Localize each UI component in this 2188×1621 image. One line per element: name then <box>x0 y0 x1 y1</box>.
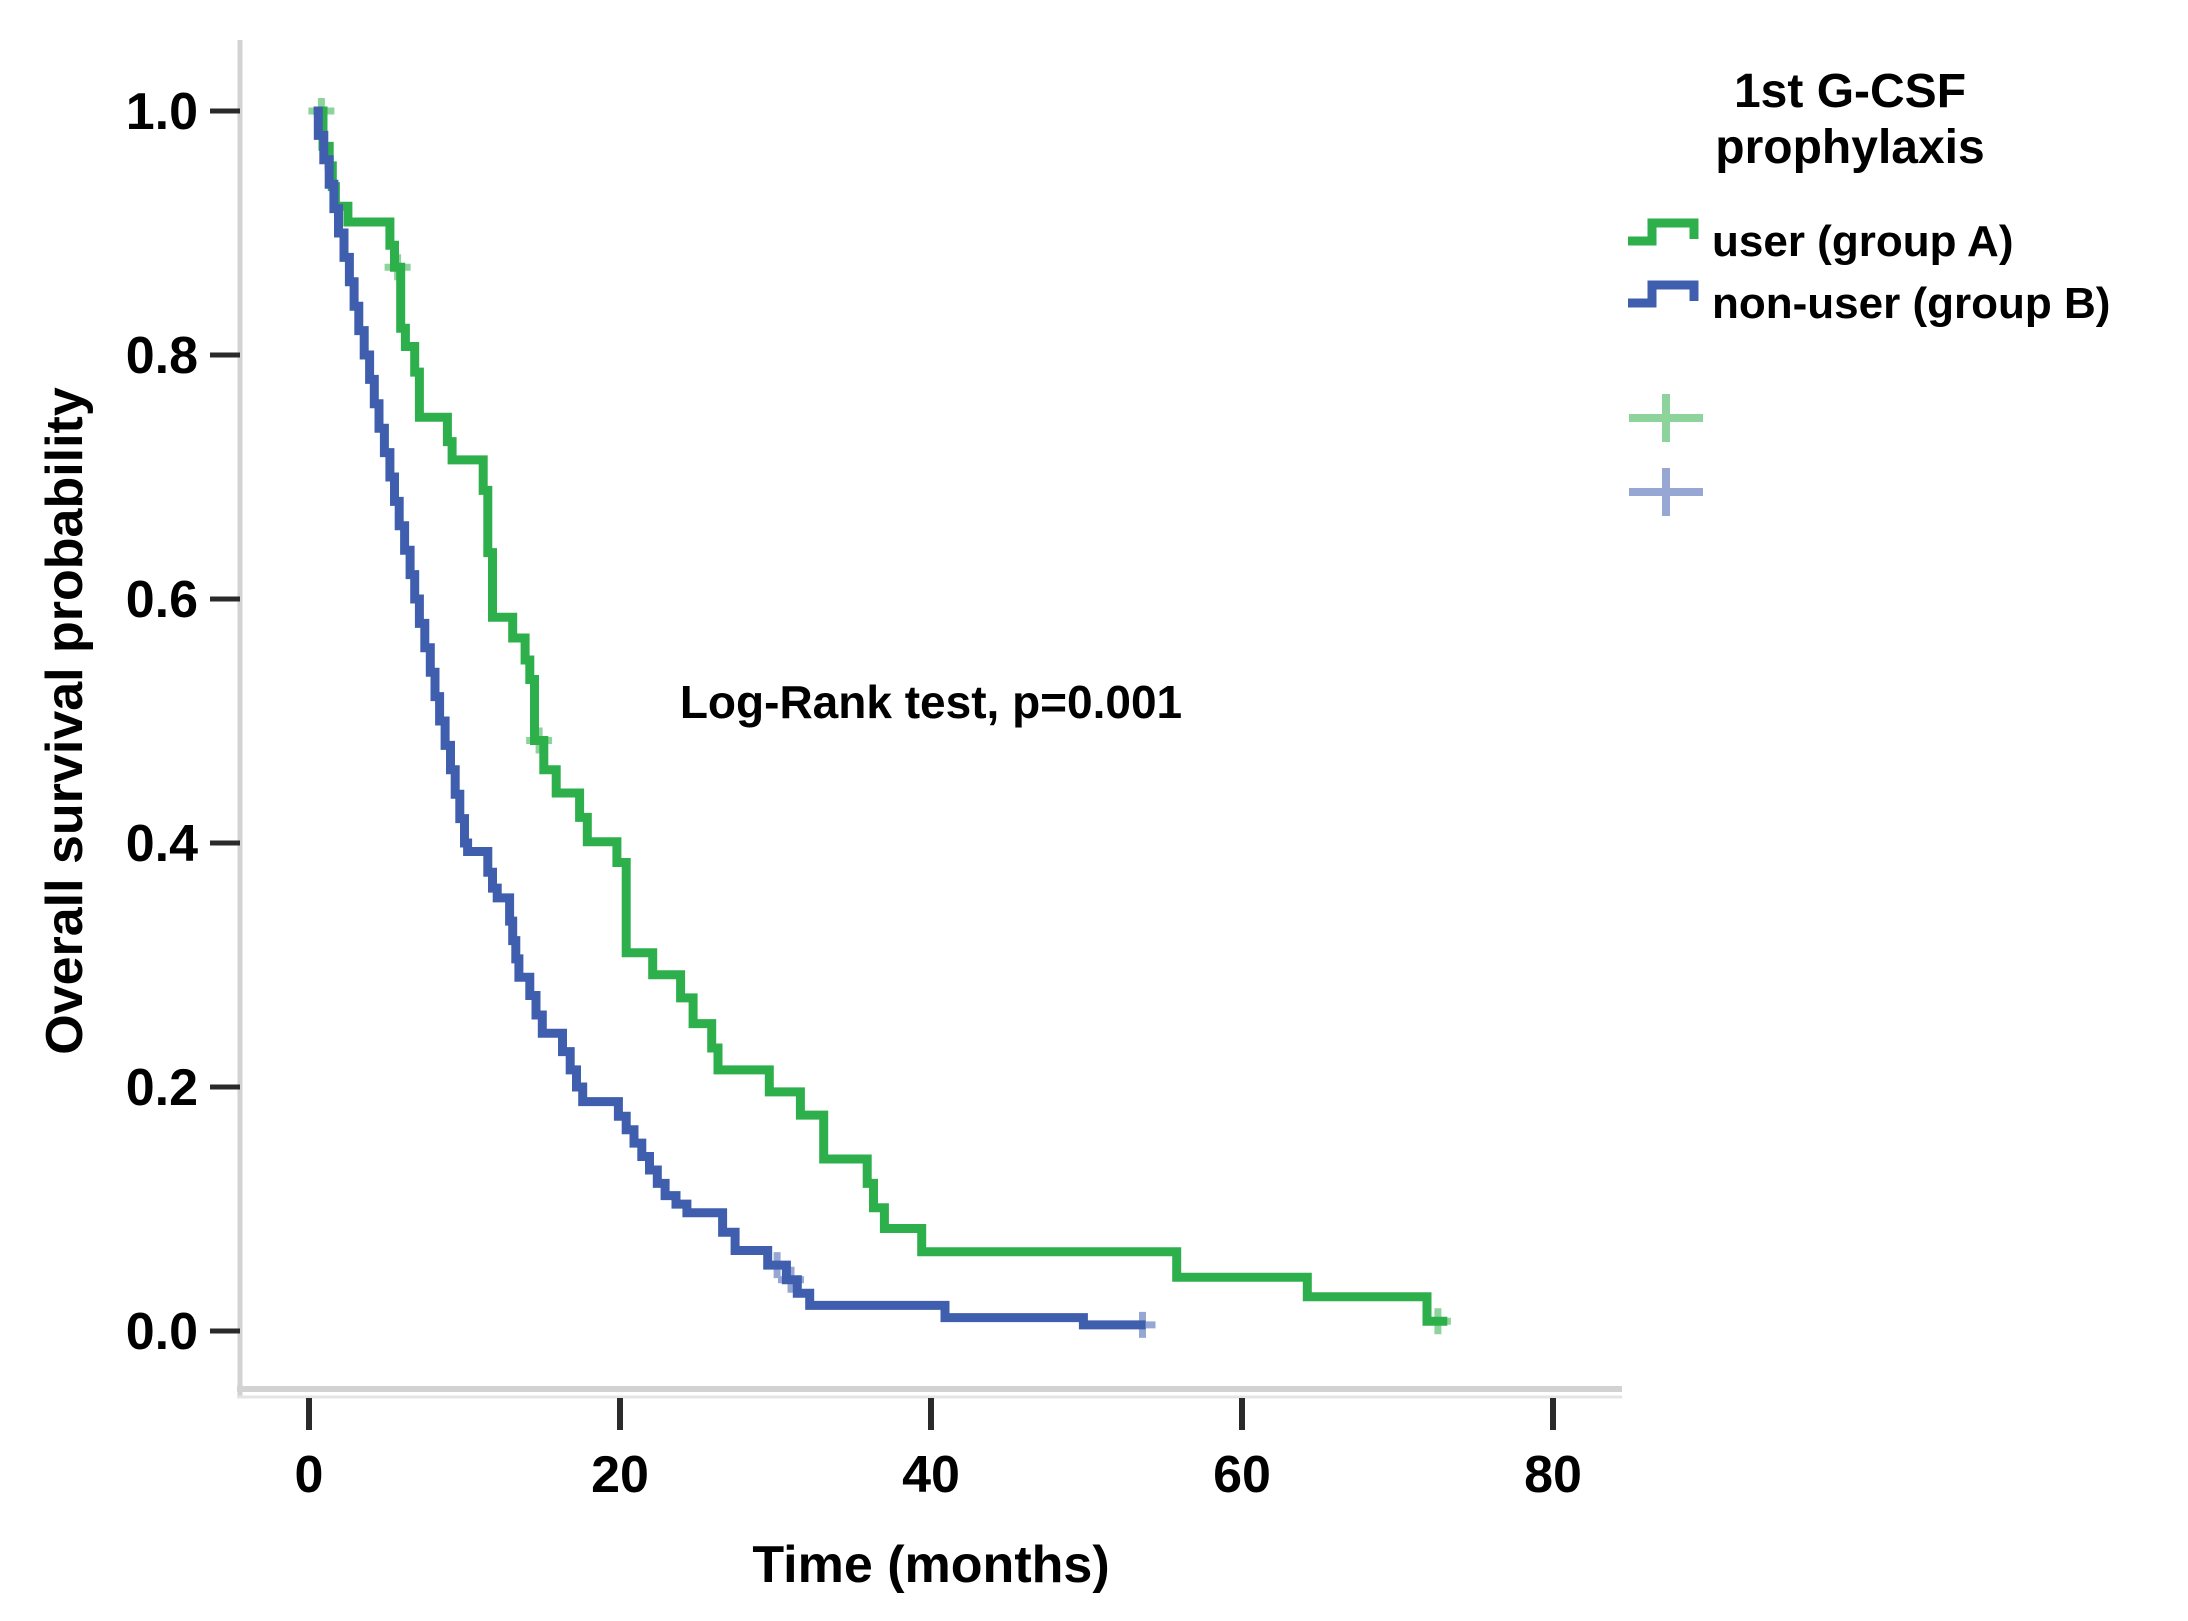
curves-group <box>308 98 1451 1338</box>
legend-title-line2: prophylaxis <box>1715 121 1984 174</box>
censor-marks-non-user <box>764 1252 1156 1338</box>
x-tick-label: 0 <box>295 1446 324 1504</box>
y-tick-label: 0.4 <box>126 815 198 873</box>
y-tick-label: 0.6 <box>126 571 198 629</box>
legend-label-nonuser: non-user (group B) <box>1712 279 2110 328</box>
x-tick-label: 60 <box>1213 1446 1271 1504</box>
legend-label-user: user (group A) <box>1712 217 2013 266</box>
legend: 1st G-CSF prophylaxis user (group A) non… <box>1628 65 2110 516</box>
x-tick-label: 80 <box>1524 1446 1582 1504</box>
legend-line-user-icon <box>1628 218 1699 246</box>
y-axis-title: Overall survival probability <box>36 387 94 1055</box>
legend-title-line1: 1st G-CSF <box>1734 65 1966 118</box>
km-curve-non-user <box>313 106 1146 1330</box>
legend-line-nonuser-icon <box>1628 280 1699 308</box>
axes-group: 1.0 0.8 0.6 0.4 0.2 0.0 0 20 40 60 80 <box>126 83 1582 1504</box>
legend-censor-nonuser-icon <box>1629 468 1703 516</box>
logrank-annotation: Log-Rank test, p=0.001 <box>680 676 1182 728</box>
y-tick-label: 0.0 <box>126 1303 198 1361</box>
y-tick-label: 1.0 <box>126 83 198 141</box>
x-tick-label: 20 <box>591 1446 649 1504</box>
legend-censor-user-icon <box>1629 394 1703 442</box>
x-axis-title: Time (months) <box>752 1536 1109 1594</box>
y-tick-label: 0.8 <box>126 327 198 385</box>
y-tick-label: 0.2 <box>126 1059 198 1117</box>
x-tick-label: 40 <box>902 1446 960 1504</box>
